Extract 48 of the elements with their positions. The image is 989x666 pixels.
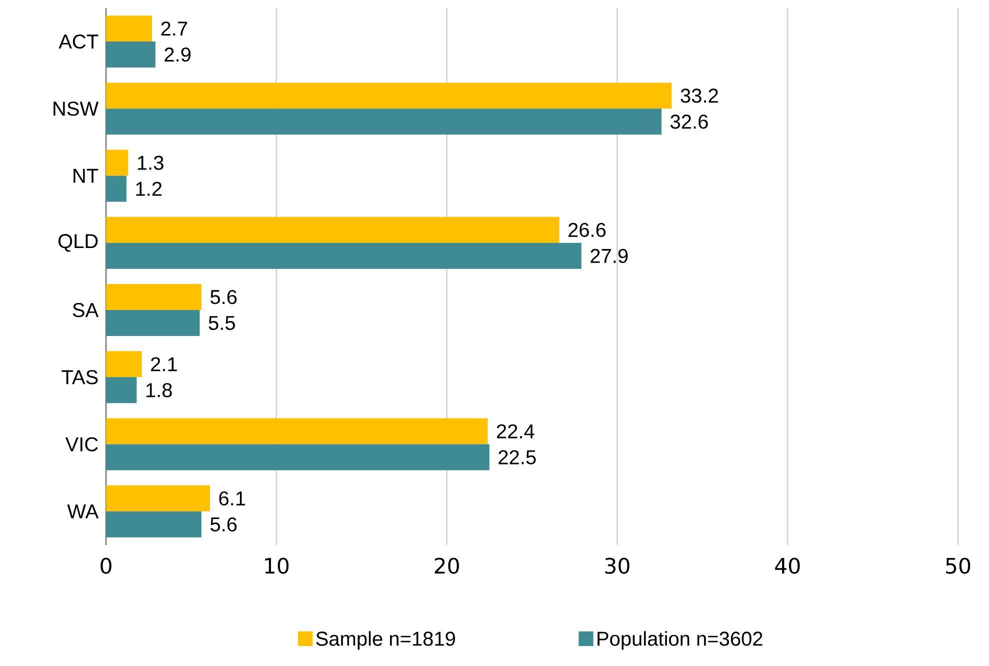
x-tick-label: 50	[946, 558, 970, 574]
data-label: 1.8	[146, 383, 172, 398]
data-label: 5.6	[210, 290, 237, 304]
bar	[106, 42, 156, 68]
data-label: 2.9	[164, 47, 191, 62]
x-tick-label: 30	[605, 558, 630, 574]
data-label: 5.5	[208, 316, 235, 330]
bar	[106, 511, 202, 538]
bar	[106, 310, 200, 336]
data-label: 1.2	[136, 182, 162, 196]
y-tick-label: WA	[67, 504, 99, 518]
bar	[106, 150, 128, 176]
bar	[106, 377, 137, 404]
data-label: 33.2	[680, 88, 718, 103]
legend-label: Sample n=1819	[316, 631, 455, 650]
x-tick-label: 0	[100, 558, 112, 574]
y-tick-label: ACT	[58, 34, 98, 49]
data-label: 1.3	[138, 156, 164, 170]
data-label: 26.6	[568, 222, 606, 238]
bar	[106, 485, 210, 512]
bar	[106, 176, 126, 202]
data-label: 2.7	[161, 22, 188, 36]
bar	[106, 82, 672, 109]
data-label: 27.9	[590, 248, 628, 264]
data-label: 6.1	[219, 491, 246, 506]
y-tick-label: TAS	[62, 370, 98, 384]
bar	[106, 444, 490, 470]
bar	[106, 242, 582, 269]
bar	[106, 284, 202, 310]
y-tick-label: SA	[72, 302, 99, 318]
y-tick-label: NT	[74, 168, 98, 183]
x-tick-label: 40	[775, 558, 800, 574]
bar	[106, 108, 662, 135]
legend-label: Population n=3602	[598, 631, 762, 650]
bar	[106, 418, 488, 444]
data-label: 2.1	[151, 357, 177, 372]
data-label: 22.4	[496, 424, 534, 438]
bar	[106, 351, 142, 378]
x-tick-label: 10	[265, 558, 289, 574]
y-tick-label: QLD	[58, 234, 98, 252]
data-label: 22.5	[498, 450, 536, 464]
data-label: 32.6	[670, 114, 708, 129]
y-tick-label: NSW	[54, 102, 99, 116]
bar	[106, 216, 560, 243]
data-label: 5.6	[210, 517, 237, 532]
bar	[106, 16, 152, 42]
x-tick-label: 20	[434, 558, 459, 574]
y-tick-label: VIC	[65, 437, 98, 452]
